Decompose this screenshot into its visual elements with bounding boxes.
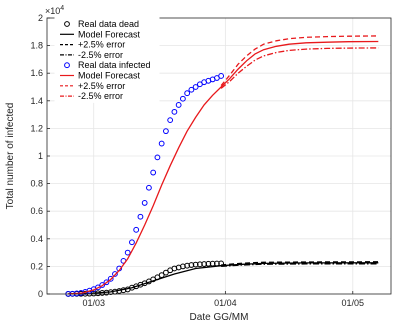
series-line bbox=[221, 261, 379, 266]
data-point bbox=[137, 213, 144, 220]
y-exponent-label: ×104 bbox=[45, 5, 64, 16]
y-tick-label: 1.6 bbox=[30, 68, 43, 78]
data-point bbox=[167, 117, 174, 124]
legend-label: Model Forecast bbox=[78, 71, 141, 81]
data-point bbox=[99, 282, 106, 288]
legend-swatch bbox=[64, 21, 70, 27]
legend-label: -2.5% error bbox=[78, 91, 123, 101]
data-point bbox=[133, 226, 140, 233]
legend-entry: -2.5% error bbox=[60, 91, 123, 101]
data-point bbox=[163, 128, 169, 135]
y-tick-label: 0.8 bbox=[30, 179, 43, 189]
legend-entry: Model Forecast bbox=[60, 29, 141, 39]
y-tick-label: 1.8 bbox=[30, 41, 43, 51]
series-2-5-error bbox=[220, 47, 379, 89]
data-point bbox=[175, 102, 182, 108]
y-axis-label: Total number of infected bbox=[5, 103, 16, 210]
data-point bbox=[180, 95, 186, 102]
legend-entry: +2.5% error bbox=[60, 81, 125, 91]
data-point bbox=[124, 249, 131, 256]
data-point bbox=[196, 261, 203, 268]
legend-label: +2.5% error bbox=[78, 81, 125, 91]
legend-entry: -2.5% error bbox=[60, 50, 123, 60]
data-point bbox=[184, 90, 191, 97]
series-line bbox=[221, 263, 379, 268]
data-point bbox=[158, 140, 165, 147]
data-point bbox=[95, 284, 101, 291]
x-tick-label: 01/05 bbox=[342, 298, 365, 308]
data-point bbox=[103, 279, 110, 286]
y-tick-label: 1 bbox=[38, 151, 43, 161]
series-line bbox=[220, 47, 379, 89]
data-point bbox=[163, 269, 169, 276]
data-point bbox=[218, 73, 225, 79]
series-line bbox=[68, 262, 379, 295]
axis-ticks: 0 0.2 0.4 0.6 0.8 1 1.2 1.4 1.6 1.8 2 01/03 01/04 01/… bbox=[30, 13, 364, 308]
legend-swatch bbox=[64, 62, 70, 69]
x-tick-label: 01/03 bbox=[82, 298, 105, 308]
series-2-5-error bbox=[221, 261, 379, 266]
data-point bbox=[154, 154, 161, 161]
legend-label: Real data dead bbox=[78, 19, 139, 29]
x-tick-label: 01/04 bbox=[214, 298, 237, 308]
series-real-data-infected bbox=[65, 73, 225, 297]
data-point bbox=[141, 200, 148, 206]
legend-entry: Model Forecast bbox=[60, 71, 141, 81]
y-tick-label: 0.4 bbox=[30, 234, 43, 244]
x-axis-label: Date GG/MM bbox=[190, 312, 249, 323]
legend-label: Real data infected bbox=[78, 60, 151, 70]
y-tick-label: 1.4 bbox=[30, 96, 43, 106]
plot-series bbox=[65, 35, 379, 297]
series-line bbox=[220, 35, 379, 87]
data-point bbox=[205, 260, 212, 267]
legend-box bbox=[54, 16, 160, 103]
data-point bbox=[201, 261, 208, 267]
data-point bbox=[112, 271, 118, 277]
data-point bbox=[192, 84, 199, 90]
legend-label: Model Forecast bbox=[78, 29, 141, 39]
y-tick-label: 0 bbox=[38, 289, 43, 299]
y-tick-label: 2 bbox=[38, 13, 43, 23]
series-line bbox=[68, 40, 379, 295]
legend-entry: Real data infected bbox=[64, 60, 151, 70]
y-tick-label: 0.2 bbox=[30, 261, 43, 271]
series-2-5-error bbox=[220, 35, 379, 87]
data-point bbox=[146, 184, 152, 191]
y-tick-label: 0.6 bbox=[30, 206, 43, 216]
legend-label: +2.5% error bbox=[78, 40, 125, 50]
data-point bbox=[188, 262, 195, 268]
legend-label: -2.5% error bbox=[78, 50, 123, 60]
data-point bbox=[171, 108, 178, 115]
y-tick-label: 1.2 bbox=[30, 123, 43, 133]
data-point bbox=[192, 261, 199, 268]
legend-entry: Real data dead bbox=[64, 19, 139, 29]
data-point bbox=[107, 275, 114, 282]
data-point bbox=[188, 86, 195, 93]
data-point bbox=[129, 239, 135, 246]
legend-entry: +2.5% error bbox=[60, 40, 125, 50]
data-point bbox=[150, 169, 157, 176]
series-model-forecast bbox=[68, 40, 379, 295]
series-model-forecast bbox=[68, 262, 379, 295]
series-2-5-error bbox=[221, 263, 379, 268]
